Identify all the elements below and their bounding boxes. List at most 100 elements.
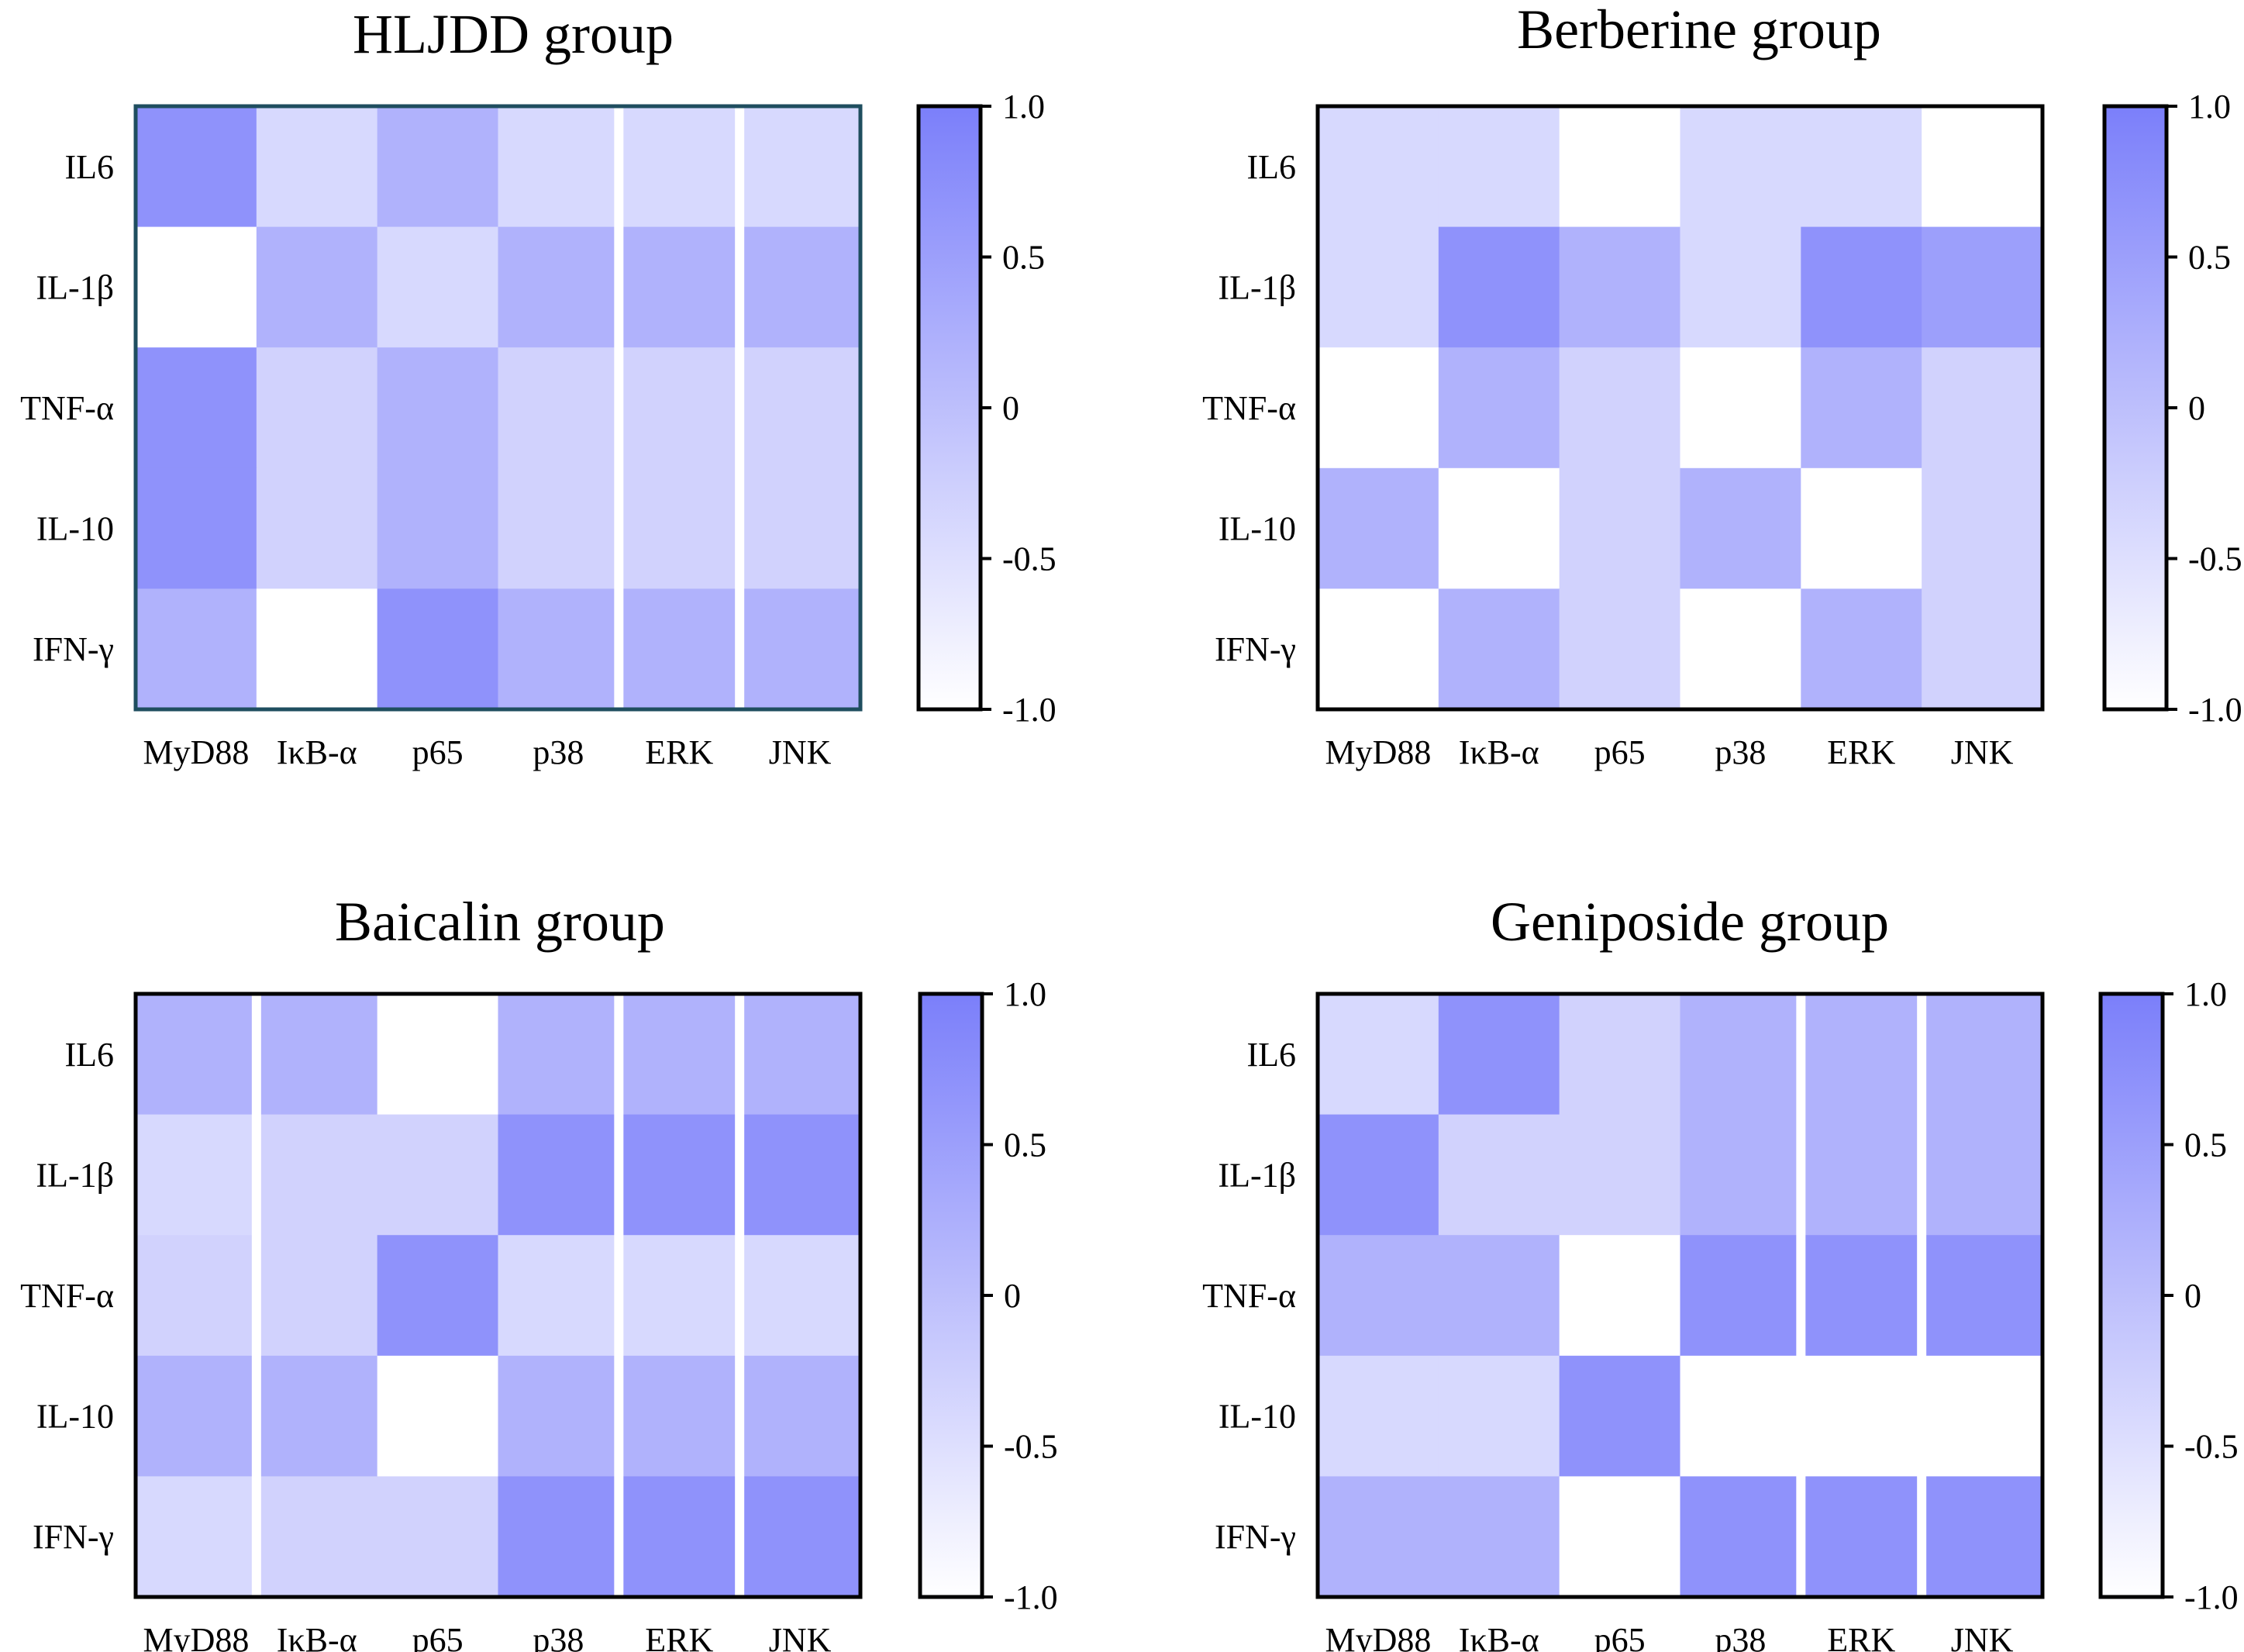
column-label-ikappab-alpha: IκB-α (1459, 733, 1539, 771)
cell-il6-p65 (1559, 106, 1681, 228)
column-label-p38: p38 (533, 1621, 584, 1652)
row-label-il-10: IL-10 (36, 1398, 114, 1436)
heatmap-panel-berberine-group: Berberine group IL6 IL-1β TNF-α IL-10 IFN-γ My… (1202, 0, 2242, 771)
cell-il-1beta-erk (619, 1114, 740, 1236)
cell-il-1beta-ikappab-alpha (1438, 1114, 1560, 1236)
cell-il6-jnk (1922, 106, 2043, 228)
cell-ifn-gamma-p38 (498, 1476, 619, 1598)
column-label-ikappab-alpha: IκB-α (277, 733, 357, 771)
cell-il-1beta-p38 (498, 226, 619, 348)
cell-il6-p38 (498, 106, 619, 228)
colorbar (916, 104, 983, 712)
cell-il-1beta-erk (1801, 226, 1922, 348)
column-gap (614, 106, 624, 709)
cell-il-10-jnk (1922, 467, 2043, 589)
cell-il-1beta-erk (1801, 1114, 1922, 1236)
cell-il-1beta-p38 (498, 1114, 619, 1236)
colorbar (918, 992, 984, 1599)
cell-il-1beta-ikappab-alpha (256, 1114, 378, 1236)
colorbar-tick-label: 0 (1004, 1277, 1021, 1315)
colorbar-tick-label: -0.5 (1002, 540, 1057, 578)
row-label-ifn-gamma: IFN-γ (33, 630, 114, 668)
cell-ifn-gamma-jnk (739, 1476, 861, 1598)
cell-il-10-p65 (377, 1355, 499, 1477)
cell-il6-jnk (1922, 994, 2043, 1116)
colorbar-tick-label: -0.5 (1004, 1428, 1058, 1466)
row-label-il-1beta: IL-1β (36, 268, 114, 306)
column-label-myd88: MyD88 (143, 733, 249, 771)
cell-il-10-p38 (1680, 1355, 1801, 1477)
cell-ifn-gamma-ikappab-alpha (256, 1476, 378, 1598)
row-label-il-10: IL-10 (1219, 1398, 1296, 1436)
cell-il-10-erk (1801, 1355, 1922, 1477)
column-label-myd88: MyD88 (143, 1621, 249, 1652)
cell-tnf-alpha-ikappab-alpha (256, 1235, 378, 1357)
cell-il-10-ikappab-alpha (1438, 1355, 1560, 1477)
cell-il6-p65 (377, 106, 499, 228)
colorbar-tick-label: 1.0 (1002, 88, 1045, 126)
cell-il-10-ikappab-alpha (256, 467, 378, 589)
cell-ifn-gamma-jnk (1922, 1476, 2043, 1598)
cell-ifn-gamma-ikappab-alpha (1438, 1476, 1560, 1598)
cell-il-10-jnk (739, 1355, 861, 1477)
column-label-erk: ERK (1827, 1621, 1895, 1652)
cell-il-1beta-p65 (1559, 226, 1681, 348)
cell-tnf-alpha-myd88 (136, 347, 257, 469)
row-label-il-1beta: IL-1β (1218, 1156, 1296, 1194)
column-gap (614, 994, 624, 1597)
cell-il-10-myd88 (1318, 1355, 1439, 1477)
row-label-tnf-alpha: TNF-α (20, 389, 114, 427)
row-label-il-10: IL-10 (36, 510, 114, 548)
cell-il-10-jnk (739, 467, 861, 589)
cell-il-10-erk (619, 467, 740, 589)
cell-il-1beta-jnk (1922, 1114, 2043, 1236)
colorbar-tick-label: -1.0 (2188, 691, 2242, 729)
colorbar-tick-label: 1.0 (2184, 975, 2227, 1013)
column-label-p38: p38 (1715, 733, 1766, 771)
column-gap (735, 994, 745, 1597)
cell-tnf-alpha-jnk (739, 1235, 861, 1357)
cell-il-1beta-erk (619, 226, 740, 348)
row-label-il6: IL6 (64, 148, 114, 186)
cell-il-10-jnk (1922, 1355, 2043, 1477)
cell-ifn-gamma-jnk (1922, 588, 2043, 710)
cell-tnf-alpha-myd88 (1318, 347, 1439, 469)
column-label-myd88: MyD88 (1325, 733, 1431, 771)
heatmap-frame (133, 104, 863, 712)
cell-il-1beta-jnk (1922, 226, 2043, 348)
column-label-ikappab-alpha: IκB-α (277, 1621, 357, 1652)
cell-il-10-myd88 (1318, 467, 1439, 589)
cell-il6-jnk (739, 106, 861, 228)
cell-tnf-alpha-p38 (498, 1235, 619, 1357)
cell-il-10-p65 (1559, 1355, 1681, 1477)
cell-ifn-gamma-myd88 (1318, 1476, 1439, 1598)
cell-ifn-gamma-ikappab-alpha (1438, 588, 1560, 710)
cell-il6-myd88 (136, 994, 257, 1116)
cell-ifn-gamma-p38 (1680, 1476, 1801, 1598)
colorbar-tick-label: -0.5 (2188, 540, 2242, 578)
panel-title: Geniposide group (1491, 891, 1889, 953)
colorbar-tick-label: -1.0 (1004, 1578, 1058, 1616)
cell-il6-ikappab-alpha (1438, 106, 1560, 228)
heatmap-panel-geniposide-group: Geniposide group IL6 IL-1β TNF-α IL-10 IFN-γ M… (1202, 891, 2238, 1652)
panel-title: Berberine group (1517, 0, 1881, 60)
cell-tnf-alpha-ikappab-alpha (256, 347, 378, 469)
cell-il-10-p38 (1680, 467, 1801, 589)
cell-ifn-gamma-p65 (1559, 1476, 1681, 1598)
cell-il-1beta-myd88 (1318, 226, 1439, 348)
colorbar-tick-label: 0.5 (2188, 239, 2231, 277)
cell-il-1beta-ikappab-alpha (256, 226, 378, 348)
cell-il-1beta-p38 (1680, 226, 1801, 348)
cell-il-1beta-p65 (377, 226, 499, 348)
column-label-p65: p65 (1594, 1621, 1646, 1652)
row-label-il-10: IL-10 (1219, 510, 1296, 548)
cell-tnf-alpha-ikappab-alpha (1438, 1235, 1560, 1357)
cell-il6-ikappab-alpha (256, 106, 378, 228)
row-label-tnf-alpha: TNF-α (1202, 389, 1296, 427)
cell-tnf-alpha-p65 (377, 1235, 499, 1357)
column-label-p65: p65 (412, 733, 464, 771)
panel-title: HLJDD group (353, 3, 674, 65)
cell-tnf-alpha-myd88 (1318, 1235, 1439, 1357)
cell-ifn-gamma-ikappab-alpha (256, 588, 378, 710)
column-gap (1796, 994, 1806, 1597)
